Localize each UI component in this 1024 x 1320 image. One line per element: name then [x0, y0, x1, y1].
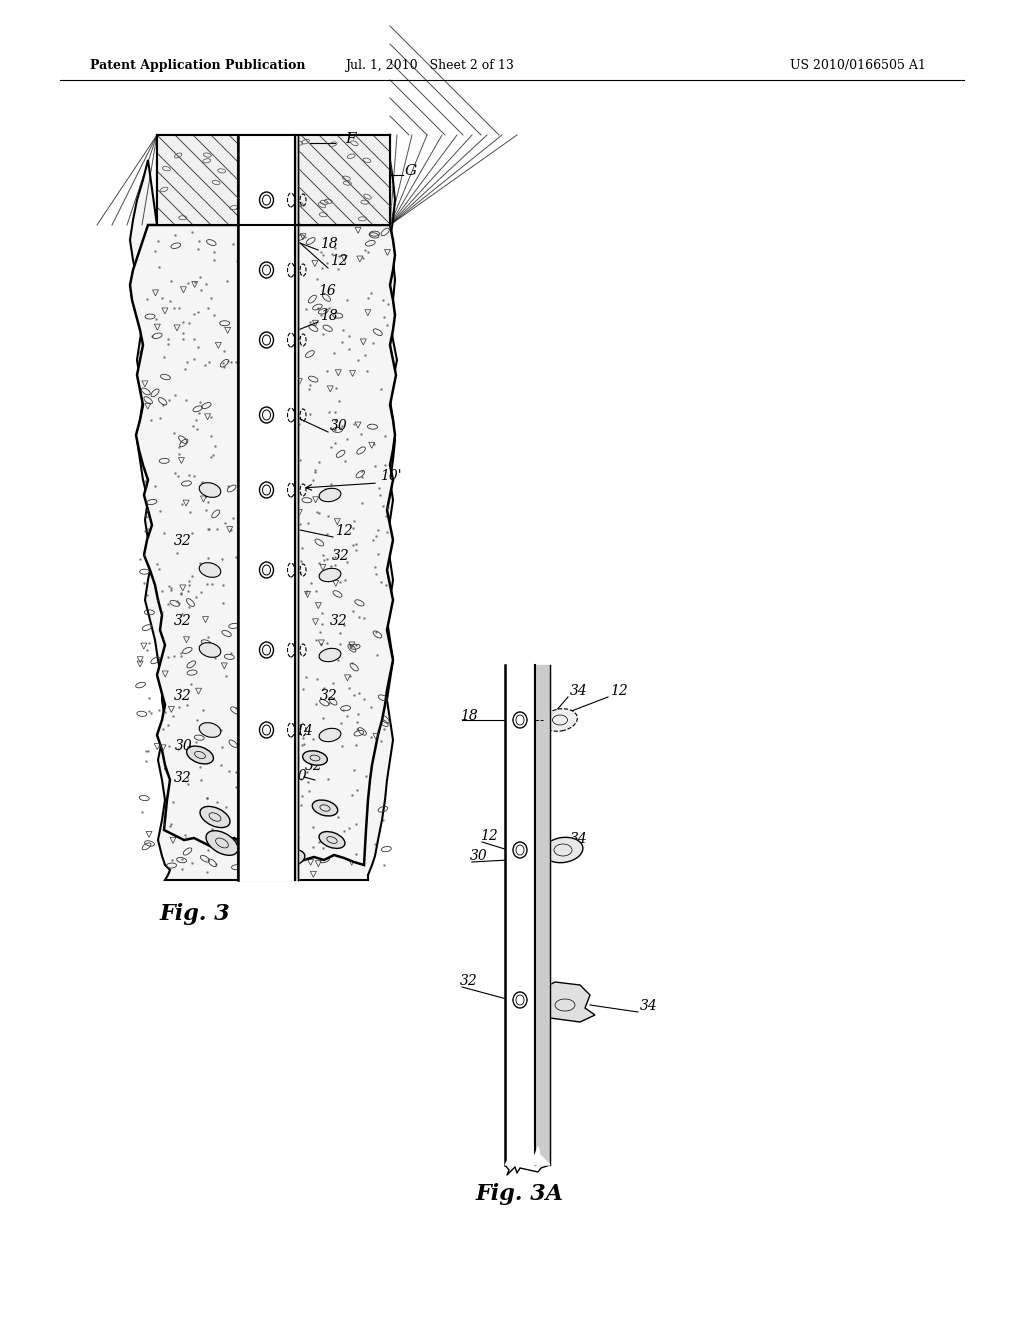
- Text: 32: 32: [174, 535, 191, 548]
- Text: 32: 32: [305, 759, 323, 774]
- Ellipse shape: [303, 751, 328, 766]
- Text: 34: 34: [570, 684, 588, 698]
- Ellipse shape: [260, 408, 272, 422]
- Ellipse shape: [259, 407, 273, 422]
- Text: 30: 30: [330, 418, 348, 433]
- Ellipse shape: [319, 569, 341, 582]
- Ellipse shape: [319, 729, 341, 742]
- Ellipse shape: [259, 191, 273, 209]
- Ellipse shape: [200, 643, 221, 657]
- Text: Jul. 1, 2010   Sheet 2 of 13: Jul. 1, 2010 Sheet 2 of 13: [345, 58, 514, 71]
- Ellipse shape: [259, 261, 273, 279]
- Text: G: G: [406, 164, 417, 178]
- Text: 12: 12: [335, 524, 352, 539]
- Ellipse shape: [259, 829, 287, 847]
- Ellipse shape: [259, 722, 273, 738]
- Ellipse shape: [319, 488, 341, 502]
- Ellipse shape: [200, 483, 221, 498]
- Text: 30: 30: [470, 849, 487, 863]
- Text: 30: 30: [290, 770, 308, 783]
- Polygon shape: [130, 160, 397, 880]
- Text: Fig. 3A: Fig. 3A: [476, 1183, 564, 1205]
- Text: 10': 10': [380, 469, 401, 483]
- Ellipse shape: [200, 807, 230, 828]
- Text: 32: 32: [174, 771, 191, 785]
- Ellipse shape: [260, 483, 272, 498]
- Polygon shape: [157, 135, 390, 224]
- Ellipse shape: [244, 785, 272, 804]
- Text: 32: 32: [330, 614, 348, 628]
- Text: US 2010/0166505 A1: US 2010/0166505 A1: [790, 58, 926, 71]
- Ellipse shape: [543, 837, 583, 863]
- Text: Fig. 3: Fig. 3: [160, 903, 230, 925]
- Ellipse shape: [259, 333, 273, 348]
- Text: 34: 34: [570, 832, 588, 846]
- Polygon shape: [540, 982, 595, 1022]
- Ellipse shape: [513, 993, 527, 1008]
- Ellipse shape: [312, 800, 338, 816]
- Text: 34: 34: [640, 999, 657, 1012]
- Ellipse shape: [513, 711, 527, 729]
- Ellipse shape: [319, 832, 345, 849]
- Ellipse shape: [259, 482, 273, 498]
- Ellipse shape: [513, 842, 527, 858]
- Text: 16: 16: [318, 284, 336, 298]
- Text: F: F: [345, 132, 355, 147]
- Ellipse shape: [319, 648, 341, 661]
- Ellipse shape: [260, 263, 272, 277]
- Text: 12: 12: [480, 829, 498, 843]
- Polygon shape: [130, 224, 396, 865]
- Text: 18: 18: [319, 309, 338, 323]
- Text: 12: 12: [610, 684, 628, 698]
- Text: 12: 12: [330, 253, 348, 268]
- Ellipse shape: [259, 562, 273, 578]
- Ellipse shape: [186, 746, 213, 764]
- Ellipse shape: [260, 564, 272, 577]
- Polygon shape: [505, 1147, 550, 1166]
- Ellipse shape: [200, 722, 221, 738]
- Text: 14: 14: [295, 723, 312, 738]
- Ellipse shape: [543, 709, 578, 731]
- Ellipse shape: [259, 642, 273, 657]
- Ellipse shape: [206, 830, 238, 855]
- Text: 32: 32: [332, 549, 350, 564]
- Ellipse shape: [260, 723, 272, 737]
- Text: 18: 18: [319, 238, 338, 251]
- Text: 32: 32: [319, 689, 338, 704]
- Text: Patent Application Publication: Patent Application Publication: [90, 58, 305, 71]
- Ellipse shape: [260, 643, 272, 657]
- Text: 32: 32: [174, 689, 191, 704]
- Ellipse shape: [200, 562, 221, 577]
- Text: 32: 32: [460, 974, 478, 987]
- Text: 32: 32: [174, 614, 191, 628]
- Ellipse shape: [275, 849, 305, 867]
- Ellipse shape: [260, 333, 272, 347]
- Ellipse shape: [260, 193, 272, 207]
- Polygon shape: [157, 135, 390, 224]
- Text: 18: 18: [460, 709, 478, 723]
- Text: 30: 30: [175, 739, 193, 752]
